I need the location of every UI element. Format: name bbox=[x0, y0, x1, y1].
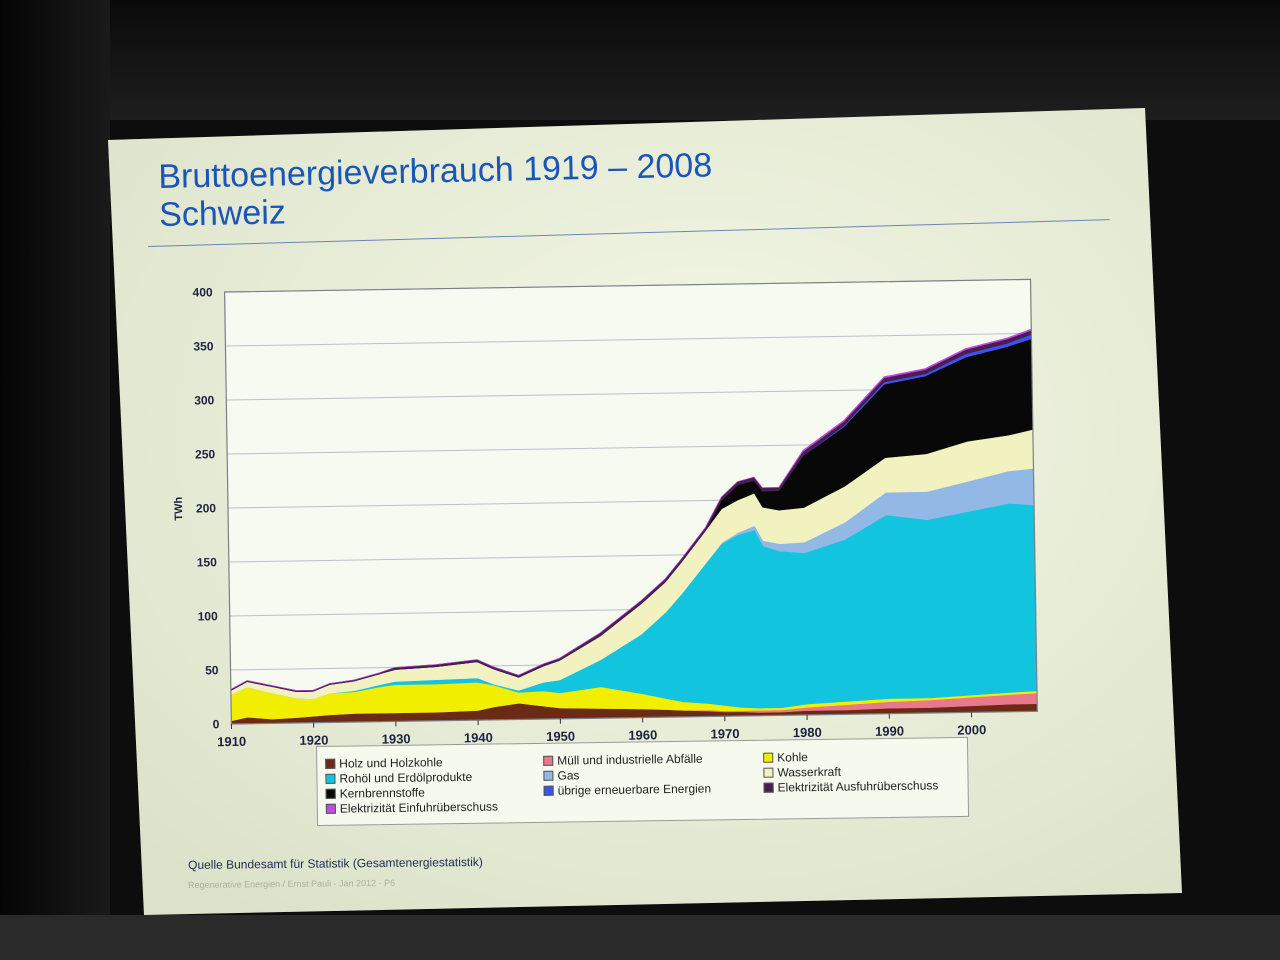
legend-item: Kernbrennstoffe bbox=[325, 785, 425, 801]
x-tick-label: 1970 bbox=[710, 726, 739, 741]
slide-title: Bruttoenergieverbrauch 1919 – 2008 Schwe… bbox=[158, 146, 713, 234]
legend-swatch bbox=[763, 782, 774, 793]
legend-swatch bbox=[543, 770, 554, 781]
legend-item: Elektrizität Ausfuhrüberschuss bbox=[763, 778, 939, 795]
legend-item: Rohöl und Erdölprodukte bbox=[325, 770, 472, 786]
legend-label: übrige erneuerbare Energien bbox=[557, 781, 712, 798]
legend-label: Elektrizität Ausfuhrüberschuss bbox=[777, 778, 939, 795]
gridline-y-350 bbox=[225, 332, 1032, 347]
y-tick-label: 50 bbox=[205, 663, 219, 677]
y-tick-label: 400 bbox=[192, 285, 213, 299]
projection-surround-top bbox=[0, 0, 1280, 120]
legend-label: Elektrizität Einfuhrüberschuss bbox=[339, 799, 499, 816]
legend-item: Elektrizität Einfuhrüberschuss bbox=[325, 799, 499, 816]
y-tick-label: 100 bbox=[198, 609, 219, 623]
legend-swatch bbox=[325, 788, 336, 799]
legend-swatch bbox=[763, 767, 774, 778]
y-tick-label: 150 bbox=[197, 555, 218, 569]
x-axis-ticks: 1910 1920 1930 1940 1950 1960 1970 1980 1990 2000 bbox=[217, 712, 986, 749]
x-tick-label: 1930 bbox=[382, 731, 411, 746]
x-tick-label: 2000 bbox=[957, 722, 986, 737]
energy-area-chart: 0 50 100 150 200 250 300 350 400 1910 1920 1930 194… bbox=[173, 278, 1038, 749]
y-axis-label: TWh bbox=[173, 496, 185, 520]
legend-item: Holz und Holzkohle bbox=[325, 755, 443, 771]
legend-label: Müll und industrielle Abfälle bbox=[557, 751, 703, 768]
legend-item: übrige erneuerbare Energien bbox=[543, 781, 712, 798]
legend-item: Wasserkraft bbox=[763, 765, 841, 780]
legend-label: Kernbrennstoffe bbox=[339, 785, 425, 801]
legend-item: Kohle bbox=[763, 750, 808, 765]
y-tick-label: 250 bbox=[195, 447, 216, 461]
legend-item: Müll und industrielle Abfälle bbox=[543, 752, 703, 768]
legend-swatch bbox=[325, 758, 336, 769]
x-tick-label: 1960 bbox=[628, 727, 657, 742]
plot-frame bbox=[223, 278, 1038, 725]
y-tick-label: 350 bbox=[193, 339, 214, 353]
legend-label: Gas bbox=[557, 768, 580, 783]
y-tick-label: 300 bbox=[194, 393, 215, 407]
y-tick-label: 0 bbox=[213, 717, 220, 731]
legend-label: Holz und Holzkohle bbox=[339, 755, 443, 771]
x-tick-label: 1920 bbox=[299, 732, 328, 747]
legend-swatch bbox=[325, 773, 336, 784]
y-axis-ticks: 0 50 100 150 200 250 300 350 400 bbox=[192, 285, 219, 731]
projection-surround-left bbox=[0, 0, 110, 960]
x-tick-label: 1990 bbox=[875, 723, 904, 738]
y-tick-label: 200 bbox=[196, 501, 217, 515]
x-tick-label: 1980 bbox=[793, 725, 822, 740]
legend-label: Rohöl und Erdölprodukte bbox=[339, 769, 473, 786]
x-tick-label: 1910 bbox=[217, 734, 246, 749]
legend-swatch bbox=[543, 785, 554, 796]
legend-label: Kohle bbox=[777, 750, 809, 765]
chart-legend: Holz und Holzkohle Müll und industrielle … bbox=[316, 736, 970, 826]
legend-swatch bbox=[543, 755, 554, 766]
legend-swatch bbox=[763, 752, 774, 763]
legend-label: Wasserkraft bbox=[777, 764, 842, 780]
projection-surround-bottom bbox=[0, 915, 1280, 960]
x-tick-label: 1940 bbox=[464, 730, 493, 745]
legend-item: Gas bbox=[543, 768, 580, 783]
x-tick-label: 1950 bbox=[546, 729, 575, 744]
legend-swatch bbox=[325, 803, 336, 814]
